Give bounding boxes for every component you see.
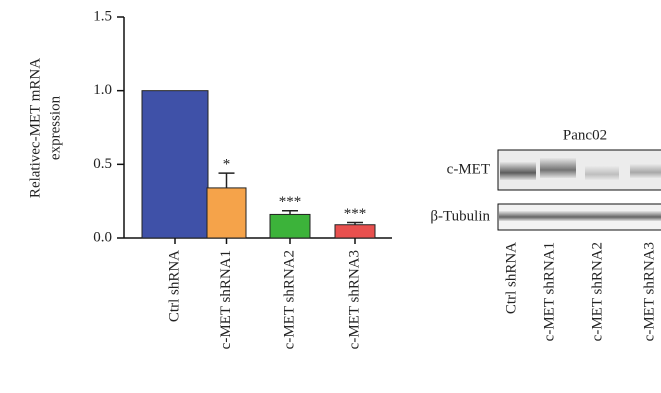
x-tick-label: c-MET shRNA1 (218, 250, 234, 349)
x-tick-label: c-MET shRNA3 (346, 250, 362, 349)
y-tick-label: 0.5 (93, 156, 112, 172)
blot-row-label: c-MET (447, 161, 490, 177)
significance-label: * (223, 157, 231, 173)
blot-lane-label: c-MET shRNA3 (641, 242, 657, 341)
y-axis-label: Relativec-MET mRNA (27, 58, 43, 198)
y-tick-label: 1.5 (93, 8, 112, 24)
blot-lane-label: c-MET shRNA2 (589, 242, 605, 341)
blot-title: Panc02 (563, 127, 607, 143)
error-bar (282, 211, 298, 215)
y-axis-label: expression (47, 95, 63, 160)
blot-image (498, 150, 661, 230)
x-tick-label: c-MET shRNA2 (281, 250, 297, 349)
blot-lane-label: c-MET shRNA1 (541, 242, 557, 341)
y-tick-label: 0.0 (93, 229, 112, 245)
blot-lane-label: Ctrl shRNA (503, 242, 519, 314)
bar (142, 91, 208, 238)
x-tick-label: Ctrl shRNA (166, 250, 182, 322)
significance-label: *** (344, 206, 367, 222)
blot-row-label: β-Tubulin (430, 208, 490, 224)
y-tick-label: 1.0 (93, 82, 112, 98)
bar (270, 214, 310, 238)
bar (207, 188, 246, 238)
figure: Relativec-MET mRNAexpression 0.0 0.5 1.0 1.5… (0, 0, 661, 393)
significance-label: *** (279, 194, 302, 210)
error-bar (219, 173, 235, 188)
bar (335, 225, 375, 238)
